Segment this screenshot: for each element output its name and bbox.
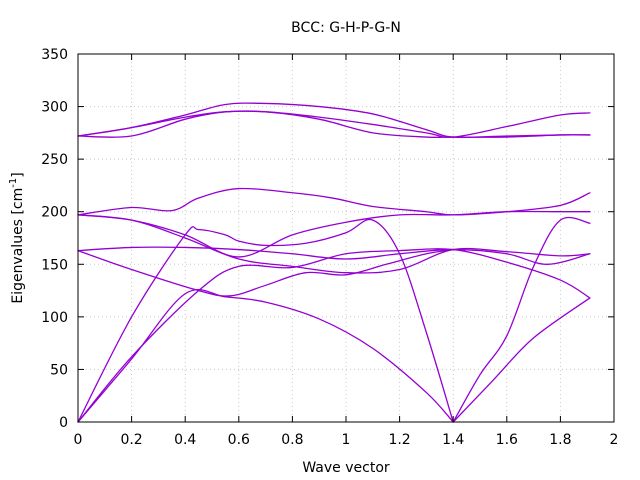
y-tick-label: 250 bbox=[41, 152, 68, 168]
y-tick-label: 150 bbox=[41, 257, 68, 273]
x-tick-label: 0.8 bbox=[281, 432, 303, 448]
x-tick-label: 2 bbox=[610, 432, 619, 448]
y-axis-title-end: ] bbox=[10, 172, 26, 177]
x-tick-label: 1.6 bbox=[496, 432, 518, 448]
x-axis-title: Wave vector bbox=[302, 460, 390, 476]
x-tick-label: 0.4 bbox=[174, 432, 196, 448]
band-line-8 bbox=[77, 210, 591, 258]
band-line-11 bbox=[77, 110, 591, 139]
band-line-4 bbox=[452, 216, 591, 423]
band-line-10 bbox=[77, 187, 591, 216]
y-tick-label: 300 bbox=[41, 100, 68, 116]
y-tick-label: 0 bbox=[59, 415, 68, 431]
band-line-3 bbox=[77, 218, 454, 423]
band-line-1 bbox=[77, 248, 591, 423]
x-tick-label: 1 bbox=[342, 432, 351, 448]
y-tick-label: 200 bbox=[41, 205, 68, 221]
x-tick-label: 0.6 bbox=[228, 432, 250, 448]
band-line-6 bbox=[77, 246, 591, 265]
band-line-13 bbox=[77, 102, 591, 139]
band-line-9 bbox=[77, 214, 591, 274]
grid bbox=[78, 54, 614, 422]
chart-title: BCC: G-H-P-G-N bbox=[291, 20, 401, 36]
y-tick-label: 50 bbox=[50, 362, 68, 378]
axis-ticks: 0 0.2 0.4 0.6 0.8 1 1.2 1.4 1.6 1.8 2 0 50 100 150 200 2… bbox=[41, 47, 618, 448]
band-line-12 bbox=[77, 110, 591, 138]
y-axis-title-main: Eigenvalues [cm bbox=[10, 188, 26, 304]
x-tick-label: 1.8 bbox=[549, 432, 571, 448]
band-line-7 bbox=[77, 248, 454, 297]
band-line-5 bbox=[452, 297, 591, 423]
y-axis-title-sup: -1 bbox=[8, 178, 19, 188]
x-tick-label: 1.4 bbox=[442, 432, 464, 448]
x-tick-label: 0.2 bbox=[120, 432, 142, 448]
y-tick-label: 100 bbox=[41, 310, 68, 326]
x-tick-label: 1.2 bbox=[388, 432, 410, 448]
x-tick-label: 0 bbox=[74, 432, 83, 448]
band-line-2 bbox=[77, 289, 454, 423]
y-axis-title: Eigenvalues [cm-1] bbox=[8, 172, 26, 303]
y-tick-label: 350 bbox=[41, 47, 68, 63]
series-group bbox=[77, 102, 591, 423]
